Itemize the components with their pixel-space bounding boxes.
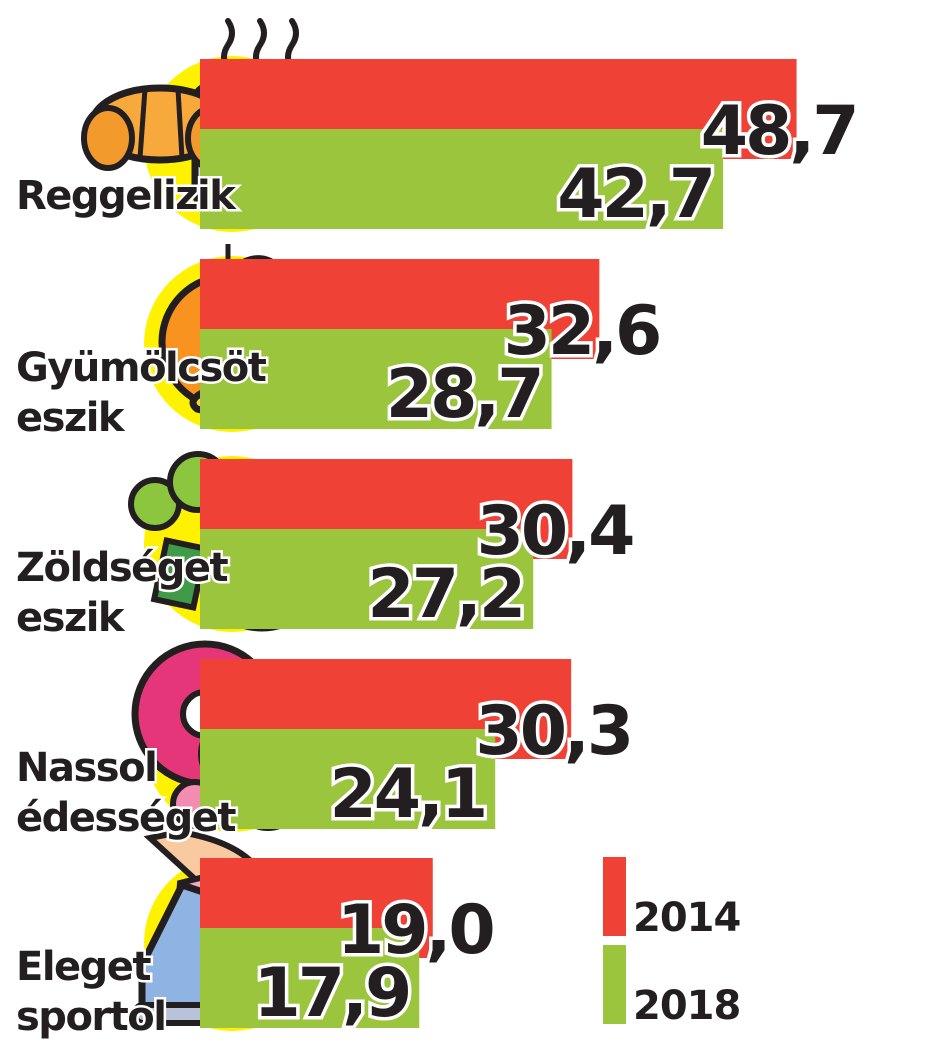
category-label-line: Nassol xyxy=(16,745,156,791)
legend-label-2014: 2014 xyxy=(633,895,740,941)
category-label-line: Zöldséget xyxy=(16,545,229,591)
value-label-2014-1: 32,6 xyxy=(504,292,660,371)
category-label-0: Reggelizik xyxy=(16,173,237,219)
category-label-1: Gyümölcsöt eszik xyxy=(16,345,267,441)
value-label-2014-4: 19,0 xyxy=(337,891,493,970)
category-label-line: Reggelizik xyxy=(16,173,237,219)
legend: 2014 2018 xyxy=(603,857,741,1029)
value-label-2014-2: 30,4 xyxy=(477,492,633,571)
legend-swatch-2018 xyxy=(603,945,626,1024)
value-label-2018-4: 17,9 xyxy=(253,954,409,1033)
bar-2018-2 xyxy=(200,529,534,629)
category-label-line: eszik xyxy=(16,395,126,441)
croissant-tip-icon xyxy=(81,105,135,171)
category-label-line: sportol xyxy=(16,994,165,1040)
bar-2018-4 xyxy=(200,928,420,1028)
bar-2018-0 xyxy=(200,129,724,229)
legend-label-2018: 2018 xyxy=(633,983,740,1029)
value-label-2018-3: 24,1 xyxy=(329,755,485,834)
croissant-line-icon xyxy=(137,88,148,159)
croissant-line-icon xyxy=(175,88,185,159)
category-label-line: édességet xyxy=(16,795,236,841)
legend-swatch-2014 xyxy=(603,857,626,936)
bars-layer xyxy=(200,59,797,1028)
category-label-3: Nassol édességet xyxy=(16,745,236,841)
value-label-2018-2: 27,2 xyxy=(367,555,523,634)
category-label-2: Zöldséget eszik xyxy=(16,545,229,641)
value-label-2018-0: 42,7 xyxy=(557,155,713,234)
category-label-line: Eleget xyxy=(16,944,151,990)
bar-2018-1 xyxy=(200,329,552,429)
value-label-2018-1: 28,7 xyxy=(386,355,542,434)
value-label-2014-0: 48,7 xyxy=(701,92,857,171)
bar-2018-3 xyxy=(200,729,496,829)
category-label-4: Eleget sportol xyxy=(16,944,165,1040)
category-label-line: eszik xyxy=(16,595,126,641)
value-label-2014-3: 30,3 xyxy=(475,692,631,771)
category-label-line: Gyümölcsöt xyxy=(16,345,267,391)
